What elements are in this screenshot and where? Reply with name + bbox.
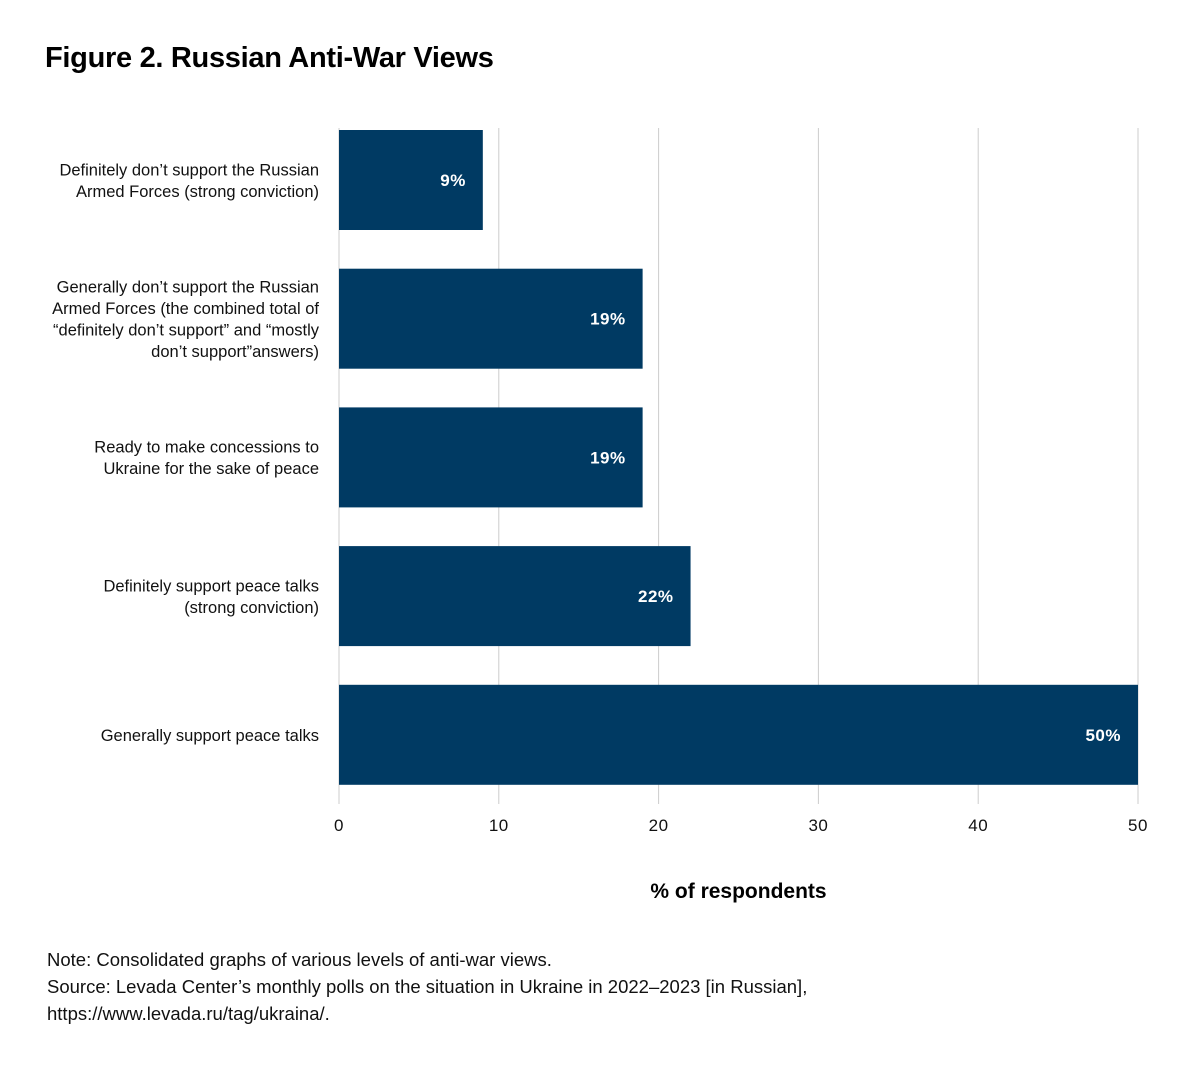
category-label-line: Ready to make concessions to — [94, 439, 319, 457]
x-tick-label: 20 — [649, 816, 669, 835]
category-label-line: Definitely don’t support the Russian — [59, 161, 319, 179]
x-tick-label: 40 — [968, 816, 988, 835]
bar — [339, 407, 643, 508]
bar — [339, 268, 643, 369]
source-url: https://www.levada.ru/tag/ukraina/. — [47, 1003, 330, 1024]
x-tick-label: 10 — [489, 816, 509, 835]
category-label-line: don’t support”answers) — [151, 343, 319, 361]
category-label: Generally don’t support the Russian Armed… — [52, 278, 320, 361]
bar — [339, 684, 1138, 785]
category-label-line: Armed Forces (the combined total of — [52, 300, 319, 318]
category-label: Definitely support peace talks (strong co… — [103, 577, 319, 617]
note-text: Note: Consolidated graphs of various lev… — [47, 949, 552, 970]
category-label-line: “definitely don’t support” and “mostly — [53, 321, 320, 339]
bar-chart: 9% 19% 19% 22% 50% Definitely don’t support … — [52, 128, 1148, 903]
category-label-line: (strong conviction) — [184, 599, 319, 617]
x-axis-title: % of respondents — [650, 880, 826, 903]
category-label-line: Generally don’t support the Russian — [57, 278, 319, 296]
category-label-line: Definitely support peace talks — [103, 577, 319, 595]
figure-title: Figure 2. Russian Anti-War Views — [45, 42, 494, 74]
bar-data-label: 9% — [440, 171, 466, 190]
x-tick-label: 30 — [808, 816, 828, 835]
category-label-line: Armed Forces (strong conviction) — [76, 183, 319, 201]
bar — [339, 130, 483, 230]
category-label: Ready to make concessions to Ukraine for … — [94, 439, 319, 479]
category-label: Generally support peace talks — [101, 727, 319, 745]
x-tick-label: 0 — [334, 816, 344, 835]
category-labels: Definitely don’t support the Russian Arme… — [52, 161, 320, 745]
source-text: Source: Levada Center’s monthly polls on… — [47, 976, 808, 997]
category-label: Definitely don’t support the Russian Arme… — [59, 161, 319, 201]
bar-data-label: 19% — [590, 448, 626, 467]
bar-data-label: 19% — [590, 310, 626, 329]
x-tick-labels: 0 10 20 30 40 50 — [334, 816, 1148, 835]
x-tick-label: 50 — [1128, 816, 1148, 835]
category-label-line: Ukraine for the sake of peace — [103, 460, 319, 478]
bar-data-label: 22% — [638, 587, 674, 606]
bars: 9% 19% 19% 22% 50% — [339, 130, 1138, 785]
figure-notes: Note: Consolidated graphs of various lev… — [47, 946, 807, 1027]
bar — [339, 546, 691, 647]
bar-data-label: 50% — [1085, 726, 1121, 745]
category-label-line: Generally support peace talks — [101, 727, 319, 745]
